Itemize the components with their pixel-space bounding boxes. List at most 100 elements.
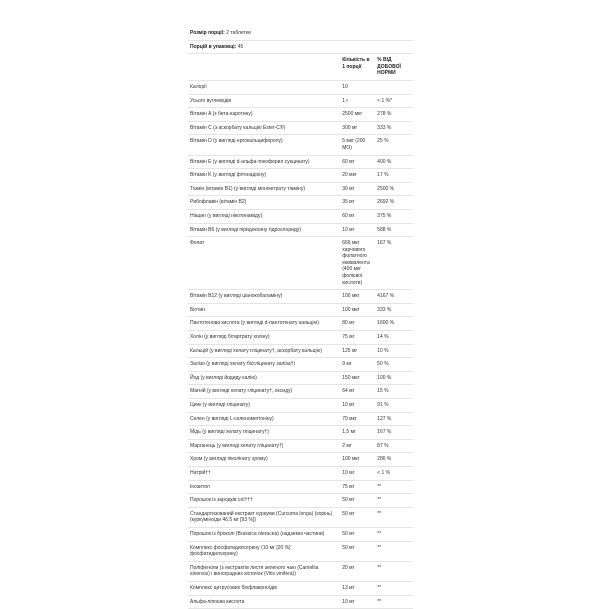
nutrient-dv: 588 % <box>375 223 413 238</box>
nutrient-dv: 100 % <box>375 371 413 386</box>
table-row: Порошок із зародків сої††† 50 мг ** <box>188 493 413 508</box>
table-row: Комплекс цитрусових біофлавоноїдів 13 мг *… <box>188 581 413 596</box>
nutrient-amount: 50 мг <box>340 527 376 542</box>
nutrient-name: Селен (у вигляді L-селенометіоніну) <box>188 412 341 427</box>
table-row: Альфа-ліпоєва кислота 10 мг ** <box>188 595 413 609</box>
nutrient-name: Вітамін D (у вигляді ергокальциферолу) <box>188 134 341 156</box>
table-row: Йод (у вигляді йодиду калію) 150 мкг 100 % <box>188 371 413 386</box>
nutrient-dv: 1600 % <box>375 316 413 332</box>
nutrient-dv: 25 % <box>375 134 413 156</box>
nutrient-dv: ** <box>375 527 413 542</box>
nutrient-amount: 50 мг <box>340 493 376 508</box>
table-row: Вітамін D (у вигляді ергокальциферолу) 5 … <box>188 134 413 156</box>
table-row: Ніацин (у вигляді нікотинаміду) 60 мг 375 … <box>188 209 413 224</box>
header-dv: % ВІД ДОБОВОЇ НОРМИ <box>375 53 413 81</box>
nutrient-amount: 100 мкг <box>340 289 376 304</box>
table-row: Селен (у вигляді L-селенометіоніну) 70 мк… <box>188 412 413 427</box>
nutrient-dv: 15 % <box>375 384 413 399</box>
nutrient-name: Калорії <box>188 80 341 95</box>
header-amount: Кількість в 1 порції <box>340 53 376 81</box>
table-row: Хром (у вигляді піколінату хрому) 100 мкг… <box>188 452 413 467</box>
nutrient-amount: 80 мг <box>340 316 376 332</box>
nutrient-amount: 10 <box>340 80 376 95</box>
nutrient-amount: 100 мкг <box>340 303 376 318</box>
servings-per-container-row: Порцій в упаковці: 45 <box>188 40 413 55</box>
nutrient-name: Марганець (у вигляді хелату гліцинату†) <box>188 439 341 454</box>
nutrient-amount: 50 мг <box>340 541 376 562</box>
nutrient-name: Хром (у вигляді піколінату хрому) <box>188 452 341 467</box>
nutrient-name: Стандартизований екстракт куркуми (Curcu… <box>188 507 341 528</box>
nutrient-amount: 10 мг <box>340 398 376 413</box>
table-row: Фолат 666 мкг харчового фолатного еквівал… <box>188 236 413 291</box>
nutrient-amount: 70 мкг <box>340 412 376 427</box>
table-row: Порошок із броколі (Brassica oleracea) (… <box>188 527 413 542</box>
nutrient-amount: 10 мг <box>340 595 376 609</box>
nutrient-dv: 375 % <box>375 209 413 224</box>
table-header: Кількість в 1 порції % ВІД ДОБОВОЇ НОРМИ <box>188 53 413 81</box>
nutrient-dv: 2500 % <box>375 182 413 197</box>
table-row: Кальцій (у вигляді хелату гліцинату†, ас… <box>188 344 413 359</box>
nutrient-amount: 5 мкг (200 МО) <box>340 134 376 156</box>
nutrient-amount: 13 мг <box>340 581 376 596</box>
nutrient-name: Рибофлавін (вітамін B2) <box>188 195 341 210</box>
table-row: Інозитол 75 мг ** <box>188 480 413 495</box>
nutrient-amount: 1 г <box>340 94 376 109</box>
nutrient-name: Вітамін K (у вигляді фітонадіону) <box>188 168 341 183</box>
nutrient-amount: 100 мкг <box>340 452 376 467</box>
nutrient-amount: 64 мг <box>340 384 376 399</box>
nutrient-dv: ** <box>375 541 413 562</box>
nutrient-dv <box>375 80 413 95</box>
nutrient-dv: 10 % <box>375 344 413 359</box>
table-row: Холін (у вигляді бітартрату холіну) 75 мг… <box>188 330 413 345</box>
nutrient-amount: 2500 мкг <box>340 107 376 122</box>
nutrient-dv: 2692 % <box>375 195 413 210</box>
nutrient-dv: 14 % <box>375 330 413 345</box>
nutrient-name: Порошок із броколі (Brassica oleracea) (… <box>188 527 341 542</box>
table-row: Біотин 100 мкг 333 % <box>188 303 413 318</box>
nutrient-dv: 87 % <box>375 439 413 454</box>
nutrient-amount: 30 мг <box>340 182 376 197</box>
nutrient-amount: 75 мг <box>340 480 376 495</box>
table-row: Вітамін B12 (у вигляді ціанокобаламіну) 1… <box>188 289 413 304</box>
serving-size-value: 2 таблетки <box>226 30 251 36</box>
nutrient-amount: 2 мг <box>340 439 376 454</box>
nutrient-amount: 300 мг <box>340 121 376 136</box>
nutrient-name: Йод (у вигляді йодиду калію) <box>188 371 341 386</box>
nutrient-name: Мідь (у вигляді хелату гліцинату†) <box>188 425 341 440</box>
table-row: Вітамін A (з бета-каротину) 2500 мкг 278 % <box>188 107 413 122</box>
nutrient-dv: ** <box>375 480 413 495</box>
nutrient-amount: 20 мг <box>340 561 376 582</box>
nutrient-amount: 150 мкг <box>340 371 376 386</box>
nutrient-dv: 278 % <box>375 107 413 122</box>
nutrient-dv: < 1 % <box>375 466 413 481</box>
serving-size-label: Розмір порції <box>190 30 224 36</box>
table-row: Вітамін E (у вигляді d-альфа-токоферил с… <box>188 155 413 170</box>
nutrient-dv: 167 % <box>375 425 413 440</box>
table-row: Мідь (у вигляді хелату гліцинату†) 1,5 мг… <box>188 425 413 440</box>
nutrient-dv: 50 % <box>375 357 413 372</box>
table-row: Рибофлавін (вітамін B2) 35 мг 2692 % <box>188 195 413 210</box>
nutrient-amount: 1,5 мг <box>340 425 376 440</box>
table-row: Марганець (у вигляді хелату гліцинату†) 2… <box>188 439 413 454</box>
nutrient-dv: ** <box>375 507 413 528</box>
nutrient-dv: ** <box>375 493 413 508</box>
nutrient-dv: 400 % <box>375 155 413 170</box>
table-row: Натрій†† 10 мг < 1 % <box>188 466 413 481</box>
supplement-facts: Розмір порції: 2 таблетки Порцій в упако… <box>188 27 413 609</box>
nutrient-amount: 20 мкг <box>340 168 376 183</box>
nutrient-dv: ** <box>375 595 413 609</box>
table-row: Цинк (у вигляді гліцинату) 10 мг 91 % <box>188 398 413 413</box>
table-row: Стандартизований екстракт куркуми (Curcu… <box>188 507 413 528</box>
nutrient-name: Комплекс фосфатидилсерину (10 мг [20 %] … <box>188 541 341 562</box>
nutrient-name: Вітамін E (у вигляді d-альфа-токоферил с… <box>188 155 341 170</box>
nutrient-amount: 60 мг <box>340 209 376 224</box>
nutrient-name: Біотин <box>188 303 341 318</box>
nutrient-name: Ніацин (у вигляді нікотинаміду) <box>188 209 341 224</box>
nutrient-dv: 91 % <box>375 398 413 413</box>
nutrient-amount: 75 мг <box>340 330 376 345</box>
nutrient-name: Холін (у вигляді бітартрату холіну) <box>188 330 341 345</box>
nutrient-name: Комплекс цитрусових біофлавоноїдів <box>188 581 341 596</box>
table-row: Усього вуглеводів 1 г < 1 %* <box>188 94 413 109</box>
nutrient-dv: ** <box>375 581 413 596</box>
table-row: Пантотенова кислота (у вигляді d-пантоте… <box>188 316 413 332</box>
